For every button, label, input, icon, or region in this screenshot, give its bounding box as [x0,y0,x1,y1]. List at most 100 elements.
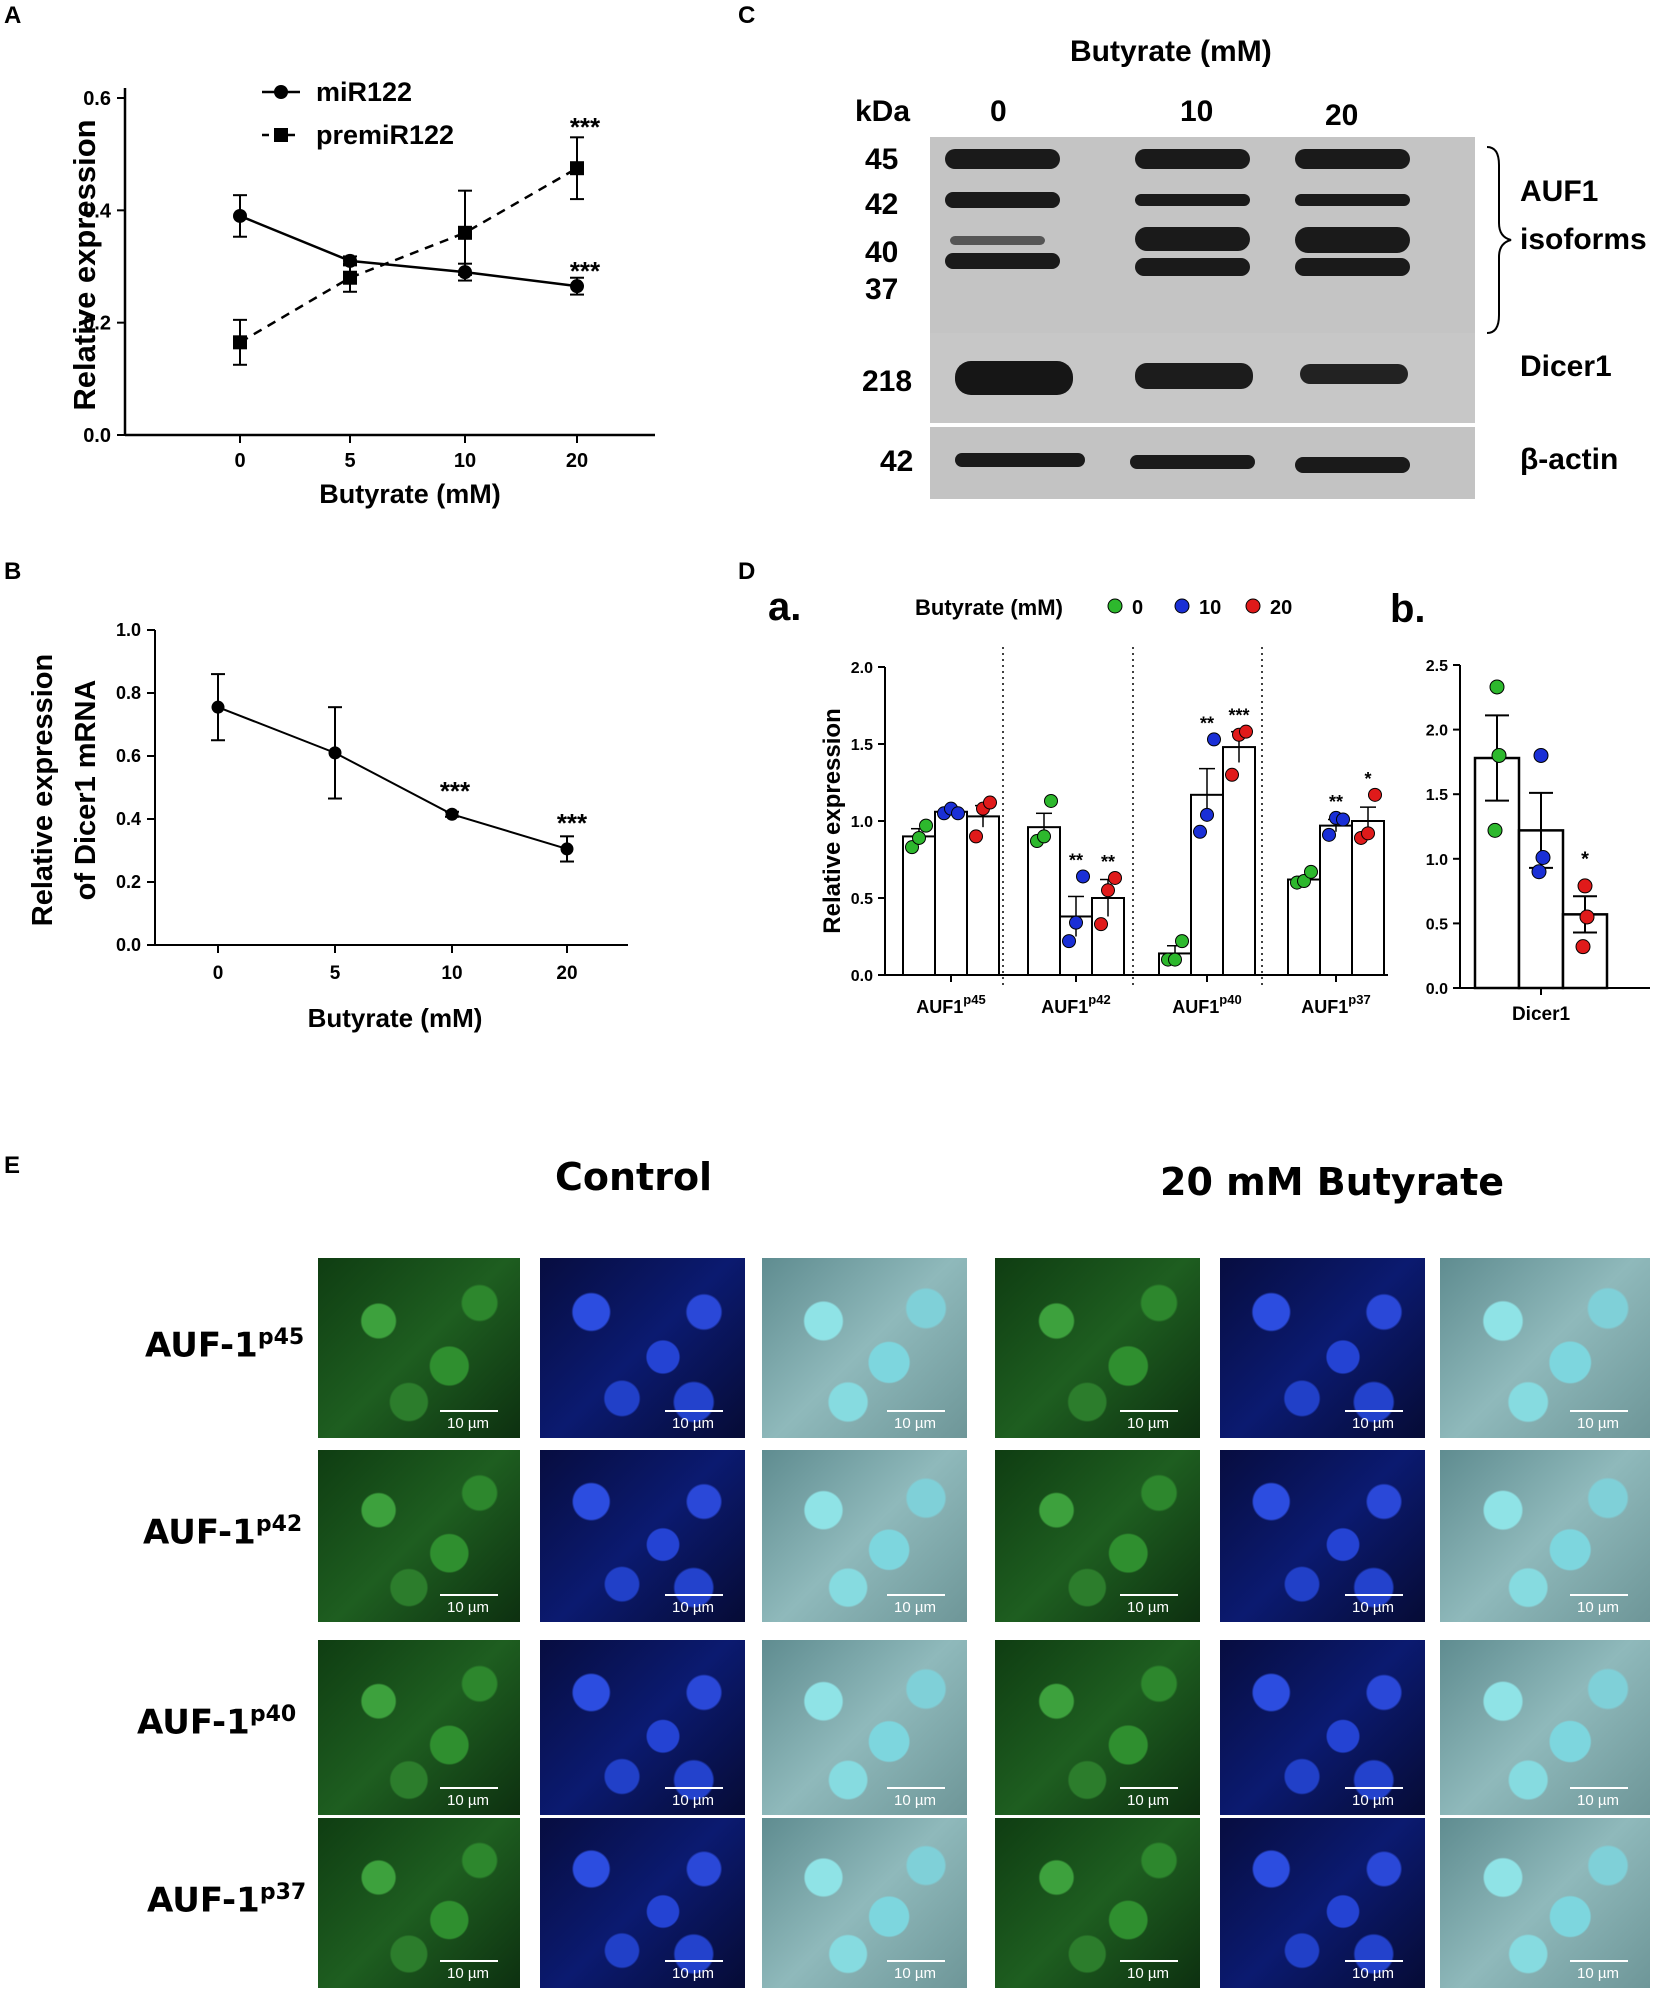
data-point [1304,864,1318,879]
data-point [328,746,342,760]
data-point [1239,724,1253,739]
x-tick-label: 10 [441,963,462,984]
bar-3-2 [1351,820,1385,976]
chart-d: a. b. Butyrate (mM) 0 10 20 0.0 0.5 1.0 1.5 2.0 Rel… [768,585,1650,1025]
legend-label-premiR122: premiR122 [316,120,454,150]
data-point [1193,824,1207,839]
y-tick-label: 1.0 [116,620,141,640]
legend-title: Butyrate (mM) [915,595,1063,620]
significance-10: *** [440,776,471,806]
scale-bar [665,1410,723,1412]
scale-bar [440,1787,498,1789]
data-point [951,806,965,821]
category-sup: p45 [963,992,985,1007]
legend-label-miR122: miR122 [316,77,412,107]
micrograph-treated-green-row4: 10 µm [995,1818,1200,1988]
y-tick-label: 2.5 [1426,658,1448,675]
micrograph-control-merge-row2: 10 µm [762,1450,967,1622]
scale-bar [1345,1787,1403,1789]
micrograph-treated-blue-row1: 10 µm [1220,1258,1425,1438]
scale-bar [1120,1410,1178,1412]
scale-label: 10 µm [447,1792,489,1809]
legend-label-20: 20 [1270,597,1292,619]
scale-label: 10 µm [1577,1965,1619,1982]
scale-label: 10 µm [447,1965,489,1982]
scale-label: 10 µm [1352,1965,1394,1982]
y-tick-label: 0.0 [851,968,873,985]
y-tick-label: 2.0 [1426,723,1448,740]
category-name: AUF1 [916,997,963,1017]
micrograph-control-green-row4: 10 µm [318,1818,520,1988]
data-point [1336,812,1350,827]
legend-label-0: 0 [1132,597,1143,619]
x-axis-label: Butyrate (mM) [319,479,501,509]
data-point-miR122 [233,208,247,223]
scale-bar [1570,1787,1628,1789]
data-point [1535,850,1551,866]
blot-title: Butyrate (mM) [1070,35,1272,68]
scale-bar [887,1960,945,1962]
data-point [1101,883,1115,898]
x-tick-label: 5 [330,963,341,984]
panel-letter-b: B [4,558,22,585]
panel-letter-a: A [4,2,22,29]
category-sup: p40 [1219,992,1241,1007]
y-axis-label: Relative expression [27,654,59,926]
y-tick-label: 1.5 [1426,787,1448,804]
row-label-p45: AUF-1p45 [145,1325,305,1366]
scale-bar [1345,1960,1403,1962]
data-point [1037,829,1051,844]
y-tick-label: 1.0 [1426,852,1448,869]
scale-label: 10 µm [1127,1599,1169,1616]
legend-marker-0 [1107,598,1123,614]
y-tick-label: 0.2 [83,313,111,335]
micrograph-treated-blue-row4: 10 µm [1220,1818,1425,1988]
scale-label: 10 µm [894,1599,936,1616]
scale-label: 10 µm [1352,1792,1394,1809]
scale-label: 10 µm [672,1965,714,1982]
blot-kda: kDa [855,95,911,128]
legend-marker-20 [1245,598,1261,614]
scale-label: 10 µm [894,1792,936,1809]
micrograph-control-blue-row1: 10 µm [540,1258,745,1438]
x-axis-label: Butyrate (mM) [308,1003,483,1033]
data-point [1200,807,1214,822]
micrograph-control-blue-row2: 10 µm [540,1450,745,1622]
auf1-label: AUF1 [1520,175,1599,208]
marker-42: 42 [865,188,899,221]
y-tick-label: 0.4 [116,809,141,829]
category-name: AUF1 [1041,997,1088,1017]
category-name: AUF1 [1172,997,1219,1017]
micrograph-treated-merge-row3: 10 µm [1440,1640,1650,1815]
auf1-blot [930,137,1475,337]
legend-marker-premiR122 [274,128,288,142]
legend-marker-miR122 [274,85,288,99]
x-tick-label: 0 [213,963,224,984]
marker-218: 218 [862,365,913,398]
category-sup: p37 [1348,992,1370,1007]
legend-marker-10 [1174,598,1190,614]
marker-42-actin: 42 [880,445,914,478]
significance: ** [1200,713,1214,733]
data-point [919,818,933,833]
scale-bar [1120,1787,1178,1789]
scale-bar [887,1787,945,1789]
scale-label: 10 µm [1352,1599,1394,1616]
panel-letter-db: b. [1390,587,1426,631]
marker-40: 40 [865,236,899,269]
data-point [905,840,919,855]
y-tick-label: 0.4 [83,200,112,222]
significance: ** [1329,792,1343,812]
micrograph-control-green-row3: 10 µm [318,1640,520,1815]
data-point [1069,915,1083,930]
data-point [1487,822,1503,838]
y-tick-label: 0.0 [83,425,111,447]
data-point-premiR122 [570,161,584,176]
micrograph-treated-merge-row1: 10 µm [1440,1258,1650,1438]
y-tick-label: 0.5 [1426,916,1448,933]
micrograph-control-blue-row3: 10 µm [540,1640,745,1815]
y-tick-label: 0.6 [116,746,141,766]
data-point [1577,878,1593,894]
significance: * [1581,848,1589,870]
data-point [1533,747,1549,763]
